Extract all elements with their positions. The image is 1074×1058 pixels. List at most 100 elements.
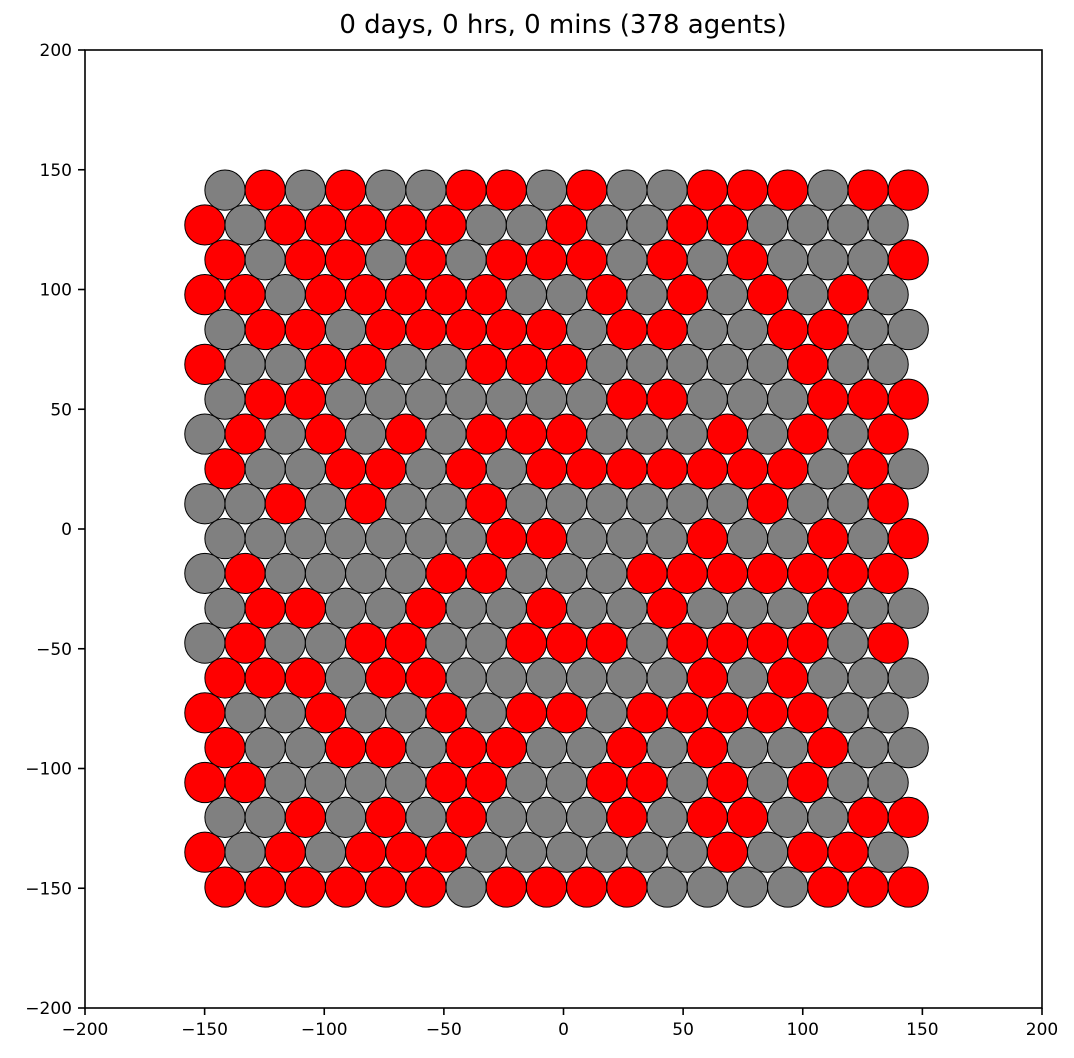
agent-healthy bbox=[626, 622, 668, 664]
agent-infected bbox=[887, 796, 929, 838]
agent-infected bbox=[445, 727, 487, 769]
agent-healthy bbox=[365, 239, 407, 281]
agent-infected bbox=[365, 657, 407, 699]
agent-infected bbox=[686, 796, 728, 838]
agent-healthy bbox=[726, 308, 769, 351]
agent-healthy bbox=[264, 692, 306, 734]
agent-infected bbox=[324, 239, 367, 281]
agent-healthy bbox=[184, 552, 226, 595]
agent-infected bbox=[284, 308, 326, 351]
agent-infected bbox=[345, 274, 387, 316]
agent-infected bbox=[485, 517, 527, 560]
agent-infected bbox=[304, 692, 347, 734]
agent-infected bbox=[847, 866, 889, 908]
agent-infected bbox=[686, 448, 728, 490]
agent-infected bbox=[706, 204, 748, 246]
agent-healthy bbox=[586, 413, 628, 455]
agent-healthy bbox=[425, 413, 467, 455]
agent-infected bbox=[204, 657, 246, 699]
agent-healthy bbox=[726, 657, 769, 699]
agent-healthy bbox=[485, 587, 527, 629]
agent-infected bbox=[606, 727, 648, 769]
agent-infected bbox=[546, 343, 588, 385]
agent-healthy bbox=[586, 692, 628, 734]
agent-infected bbox=[646, 587, 688, 629]
agent-infected bbox=[807, 727, 849, 769]
agent-healthy bbox=[807, 169, 849, 211]
agent-healthy bbox=[324, 587, 367, 629]
agent-healthy bbox=[204, 587, 246, 629]
agent-infected bbox=[626, 552, 668, 595]
agent-healthy bbox=[646, 866, 688, 908]
agent-healthy bbox=[525, 727, 568, 769]
agent-healthy bbox=[767, 587, 809, 629]
agent-infected bbox=[385, 204, 427, 246]
agent-infected bbox=[586, 274, 628, 316]
x-tick-label: −150 bbox=[181, 1020, 228, 1040]
agent-healthy bbox=[365, 378, 407, 420]
agent-healthy bbox=[847, 727, 889, 769]
agent-healthy bbox=[767, 239, 809, 281]
x-tick-label: 50 bbox=[672, 1020, 694, 1040]
agent-healthy bbox=[324, 378, 367, 420]
agent-healthy bbox=[485, 378, 527, 420]
agent-infected bbox=[365, 866, 407, 908]
agent-infected bbox=[345, 343, 387, 385]
agent-infected bbox=[706, 413, 748, 455]
agent-infected bbox=[566, 866, 608, 908]
agent-infected bbox=[767, 657, 809, 699]
agent-healthy bbox=[465, 622, 507, 664]
agent-infected bbox=[224, 552, 266, 595]
agent-healthy bbox=[345, 552, 387, 595]
agent-healthy bbox=[264, 622, 306, 664]
agent-infected bbox=[525, 517, 568, 560]
agent-infected bbox=[867, 483, 909, 525]
agent-healthy bbox=[244, 239, 286, 281]
agent-infected bbox=[465, 552, 507, 595]
agent-healthy bbox=[787, 274, 829, 316]
agent-healthy bbox=[566, 517, 608, 560]
agent-infected bbox=[887, 517, 929, 560]
agent-infected bbox=[224, 622, 266, 664]
agent-infected bbox=[485, 239, 527, 281]
agent-healthy bbox=[566, 378, 608, 420]
agent-infected bbox=[827, 831, 869, 873]
agent-healthy bbox=[324, 796, 367, 838]
agent-healthy bbox=[586, 204, 628, 246]
agent-infected bbox=[405, 866, 447, 908]
agent-healthy bbox=[304, 831, 347, 873]
agent-infected bbox=[726, 239, 769, 281]
agent-infected bbox=[666, 622, 708, 664]
agent-healthy bbox=[827, 622, 869, 664]
agent-infected bbox=[505, 413, 548, 455]
agent-healthy bbox=[204, 796, 246, 838]
agent-healthy bbox=[546, 831, 588, 873]
agent-infected bbox=[746, 274, 789, 316]
agent-healthy bbox=[626, 483, 668, 525]
agent-infected bbox=[867, 413, 909, 455]
agent-infected bbox=[706, 761, 748, 804]
agent-infected bbox=[385, 831, 427, 873]
agent-healthy bbox=[646, 169, 688, 211]
agent-infected bbox=[445, 796, 487, 838]
agent-healthy bbox=[465, 692, 507, 734]
agent-healthy bbox=[746, 343, 789, 385]
agent-healthy bbox=[626, 204, 668, 246]
y-tick-label: −150 bbox=[25, 879, 72, 899]
x-tick-label: 150 bbox=[906, 1020, 938, 1040]
agent-infected bbox=[787, 831, 829, 873]
agent-healthy bbox=[365, 587, 407, 629]
agent-infected bbox=[807, 587, 849, 629]
agent-infected bbox=[746, 692, 789, 734]
agent-infected bbox=[304, 343, 347, 385]
agent-infected bbox=[586, 622, 628, 664]
agent-infected bbox=[184, 831, 226, 873]
agent-healthy bbox=[566, 796, 608, 838]
agent-healthy bbox=[606, 239, 648, 281]
agent-healthy bbox=[867, 274, 909, 316]
agent-healthy bbox=[586, 483, 628, 525]
agent-healthy bbox=[525, 169, 568, 211]
agent-healthy bbox=[566, 587, 608, 629]
agents-layer bbox=[184, 169, 929, 908]
